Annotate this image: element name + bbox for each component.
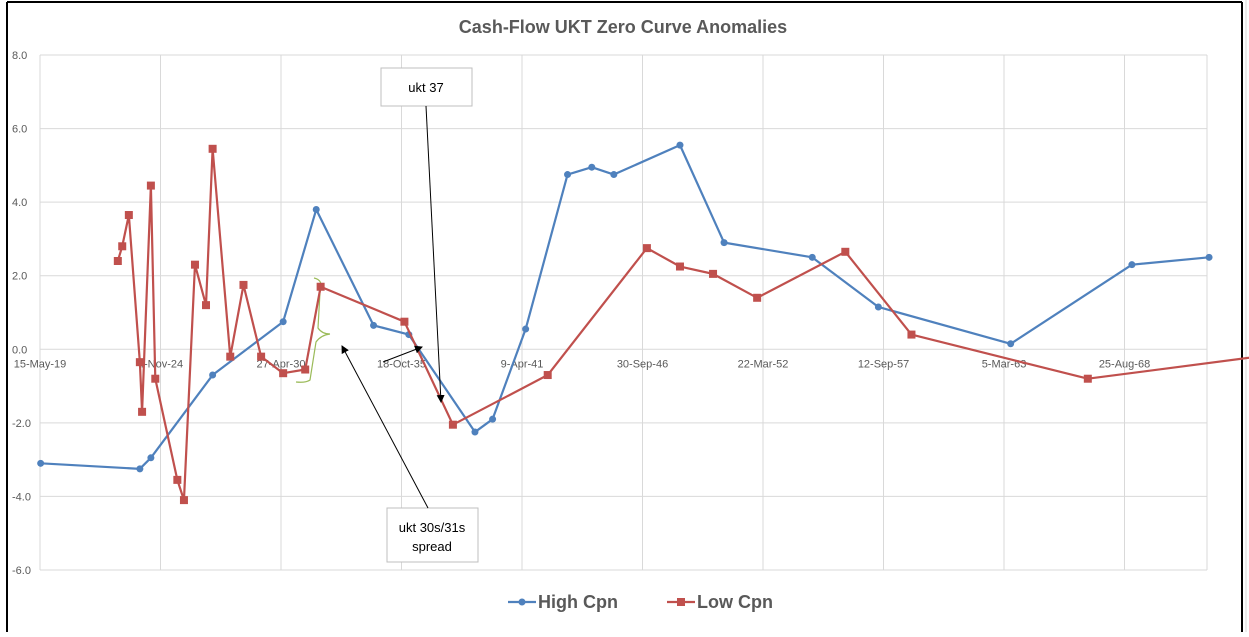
series-low-cpn bbox=[113, 144, 1249, 505]
annotation-ukt37-box bbox=[380, 67, 473, 107]
data-point bbox=[190, 260, 199, 269]
data-point bbox=[135, 358, 144, 367]
y-tick-label: -2.0 bbox=[12, 418, 31, 430]
data-point bbox=[279, 318, 287, 326]
data-point bbox=[753, 293, 762, 302]
y-tick-label: 4.0 bbox=[12, 197, 27, 209]
legend-label: High Cpn bbox=[538, 592, 618, 612]
series-high-cpn bbox=[37, 141, 1213, 473]
data-point bbox=[588, 163, 596, 171]
data-point bbox=[874, 303, 882, 311]
y-tick-label: 8.0 bbox=[12, 50, 27, 62]
y-tick-label: 0.0 bbox=[12, 344, 27, 356]
grid-lines bbox=[39, 54, 1208, 571]
data-point bbox=[676, 141, 684, 149]
y-tick-label: -6.0 bbox=[12, 565, 31, 577]
x-tick-label: 15-May-19 bbox=[14, 358, 67, 370]
annotation-spread: ukt 30s/31s spread bbox=[386, 507, 479, 563]
data-point bbox=[147, 454, 155, 462]
data-point bbox=[301, 365, 310, 374]
arrow-spread-up bbox=[341, 345, 429, 509]
data-point bbox=[808, 253, 816, 261]
data-point bbox=[136, 465, 144, 473]
data-point bbox=[841, 247, 850, 256]
data-point bbox=[642, 244, 651, 253]
arrow-ukt37 bbox=[425, 105, 445, 403]
data-point bbox=[316, 282, 325, 291]
data-point bbox=[489, 415, 497, 423]
x-tick-label: 9-Apr-41 bbox=[501, 358, 544, 370]
annotation-ukt37-text: ukt 37 bbox=[408, 80, 443, 95]
data-point bbox=[1205, 253, 1213, 261]
x-tick-label: 4-Nov-24 bbox=[138, 358, 183, 370]
legend-label: Low Cpn bbox=[697, 592, 773, 612]
data-point bbox=[113, 257, 122, 265]
arrow-spread-right bbox=[382, 345, 423, 363]
data-point bbox=[138, 407, 147, 416]
annotation-spread-box bbox=[386, 507, 479, 563]
data-point bbox=[208, 144, 217, 153]
x-axis: 15-May-19 4-Nov-24 27-Apr-30 18-Oct-35 9-Apr… bbox=[14, 358, 1150, 370]
data-point bbox=[146, 181, 155, 190]
data-point bbox=[37, 459, 45, 467]
legend-marker bbox=[518, 598, 526, 606]
data-point bbox=[226, 352, 235, 361]
legend-item: Low Cpn bbox=[667, 592, 773, 612]
data-point bbox=[1083, 374, 1092, 383]
series-layer bbox=[37, 141, 1249, 505]
annotation-ukt37: ukt 37 bbox=[380, 67, 473, 107]
x-tick-label: 18-Oct-35 bbox=[377, 358, 426, 370]
data-point bbox=[312, 206, 320, 213]
x-tick-label: 5-Mar-63 bbox=[982, 358, 1027, 370]
data-point bbox=[907, 330, 916, 339]
data-point bbox=[151, 374, 160, 383]
data-point bbox=[522, 325, 530, 333]
data-point bbox=[471, 428, 479, 436]
data-point bbox=[179, 496, 188, 505]
data-point bbox=[448, 420, 457, 429]
y-tick-label: 2.0 bbox=[12, 271, 27, 283]
legend-marker bbox=[677, 598, 685, 606]
data-point bbox=[543, 371, 552, 380]
data-point bbox=[1007, 340, 1015, 348]
data-point bbox=[118, 242, 127, 251]
data-point bbox=[709, 269, 718, 278]
data-point bbox=[279, 369, 288, 378]
y-axis: 8.0 6.0 4.0 2.0 0.0 -2.0 -4.0 -6.0 bbox=[12, 50, 31, 577]
y-tick-label: -4.0 bbox=[12, 491, 31, 503]
data-point bbox=[400, 317, 409, 326]
data-point bbox=[239, 280, 248, 289]
series-line bbox=[116, 147, 1249, 502]
x-tick-label: 12-Sep-57 bbox=[858, 358, 909, 370]
annotation-spread-line2: spread bbox=[412, 539, 452, 554]
y-tick-label: 6.0 bbox=[12, 124, 27, 136]
data-point bbox=[173, 475, 182, 484]
x-tick-label: 25-Aug-68 bbox=[1099, 358, 1150, 370]
data-point bbox=[370, 321, 378, 329]
data-point bbox=[675, 262, 684, 271]
x-tick-label: 22-Mar-52 bbox=[738, 358, 789, 370]
data-point bbox=[610, 171, 618, 179]
legend: High Cpn Low Cpn bbox=[508, 592, 773, 612]
x-tick-label: 30-Sep-46 bbox=[617, 358, 668, 370]
data-point bbox=[720, 239, 728, 247]
annotation-spread-line1: ukt 30s/31s bbox=[399, 520, 466, 535]
data-point bbox=[564, 171, 572, 179]
data-point bbox=[209, 371, 217, 379]
chart-title: Cash-Flow UKT Zero Curve Anomalies bbox=[459, 17, 787, 37]
data-point bbox=[1128, 261, 1136, 269]
data-point bbox=[257, 352, 266, 361]
legend-item: High Cpn bbox=[508, 592, 618, 612]
data-point bbox=[124, 211, 133, 220]
data-point bbox=[202, 301, 211, 310]
